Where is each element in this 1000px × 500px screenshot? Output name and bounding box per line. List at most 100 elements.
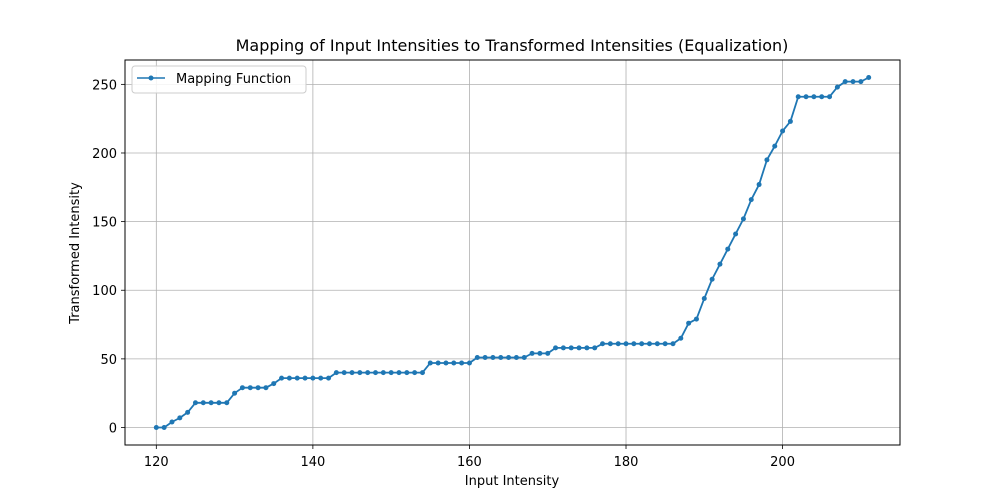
data-point xyxy=(498,355,504,360)
data-point xyxy=(333,370,339,376)
data-point xyxy=(733,231,739,237)
legend-box xyxy=(131,65,307,94)
data-point xyxy=(435,360,441,366)
data-point xyxy=(654,341,660,347)
y-axis-label: Transformed Intensity xyxy=(68,182,83,325)
data-point xyxy=(466,360,472,366)
data-point xyxy=(388,370,394,376)
data-point xyxy=(639,341,645,347)
data-point xyxy=(443,360,449,366)
data-point xyxy=(850,79,856,85)
data-point xyxy=(341,370,347,376)
data-point xyxy=(623,341,629,347)
data-point xyxy=(380,370,386,376)
data-point xyxy=(819,94,825,100)
data-point xyxy=(326,375,332,381)
data-point xyxy=(748,197,754,203)
data-point xyxy=(365,370,371,376)
data-point xyxy=(294,375,300,381)
data-point xyxy=(451,360,457,366)
x-tick-label: 180 xyxy=(614,455,639,470)
data-point xyxy=(717,261,723,267)
data-point xyxy=(600,341,606,347)
series-line xyxy=(156,76,870,429)
data-point xyxy=(780,128,786,134)
data-point xyxy=(756,182,762,188)
data-point xyxy=(263,385,269,391)
data-point xyxy=(310,375,316,381)
data-point xyxy=(545,350,551,356)
data-point xyxy=(529,350,535,356)
y-tick-label: 0 xyxy=(109,422,117,437)
data-point xyxy=(576,345,582,351)
series-layer xyxy=(153,75,872,430)
data-point xyxy=(740,216,746,222)
data-point xyxy=(185,409,191,415)
data-point xyxy=(513,355,519,360)
legend: Mapping Function xyxy=(131,65,307,94)
data-point xyxy=(764,157,770,163)
data-point xyxy=(302,375,308,381)
data-point xyxy=(607,341,613,347)
data-point xyxy=(560,345,566,351)
data-point xyxy=(584,345,590,351)
data-point xyxy=(803,94,809,100)
data-point xyxy=(858,79,864,85)
data-point xyxy=(678,335,684,341)
data-point xyxy=(537,350,543,356)
data-point xyxy=(192,400,198,406)
data-point xyxy=(396,370,402,376)
data-point xyxy=(592,345,598,351)
data-point xyxy=(208,400,214,406)
legend-marker-swatch xyxy=(148,75,154,81)
data-point xyxy=(286,375,292,381)
data-point xyxy=(161,425,167,430)
data-point xyxy=(474,355,480,360)
data-point xyxy=(177,415,183,421)
legend-label: Mapping Function xyxy=(176,72,291,87)
plot-area-frame xyxy=(124,59,901,446)
data-point xyxy=(772,143,778,149)
data-point xyxy=(373,370,379,376)
y-tick-label: 200 xyxy=(92,147,117,162)
data-point xyxy=(357,370,363,376)
y-tick-label: 50 xyxy=(100,353,117,368)
x-axis-label: Input Intensity xyxy=(465,474,560,489)
y-tick-label: 100 xyxy=(92,284,117,299)
y-tick-label: 150 xyxy=(92,216,117,231)
data-point xyxy=(631,341,637,347)
data-point xyxy=(412,370,418,376)
data-point xyxy=(169,419,175,425)
chart-title: Mapping of Input Intensities to Transfor… xyxy=(236,36,789,55)
data-point xyxy=(200,400,206,406)
data-point xyxy=(725,246,731,252)
data-point xyxy=(318,375,324,381)
data-point xyxy=(842,79,848,85)
data-point xyxy=(271,381,277,387)
data-point xyxy=(279,375,285,381)
data-point xyxy=(787,118,793,124)
axis-ticks: 120 140 160 180 200 0 50 100 150 200 250 xyxy=(92,78,795,470)
data-point xyxy=(811,94,817,100)
y-tick-label: 250 xyxy=(92,78,117,93)
data-point xyxy=(247,385,253,391)
data-point xyxy=(232,390,238,396)
data-point xyxy=(506,355,512,360)
data-point xyxy=(349,370,355,376)
data-point xyxy=(239,385,245,391)
x-tick-label: 140 xyxy=(300,455,325,470)
data-point xyxy=(662,341,668,347)
data-point xyxy=(701,295,707,301)
data-point xyxy=(553,345,559,351)
data-point xyxy=(482,355,488,360)
data-point xyxy=(153,425,159,430)
data-point xyxy=(686,320,692,326)
data-point xyxy=(459,360,465,366)
data-point xyxy=(795,94,801,100)
data-point xyxy=(615,341,621,347)
data-point xyxy=(427,360,433,366)
x-tick-label: 200 xyxy=(770,455,795,470)
data-point xyxy=(670,341,676,347)
x-tick-label: 120 xyxy=(144,455,169,470)
